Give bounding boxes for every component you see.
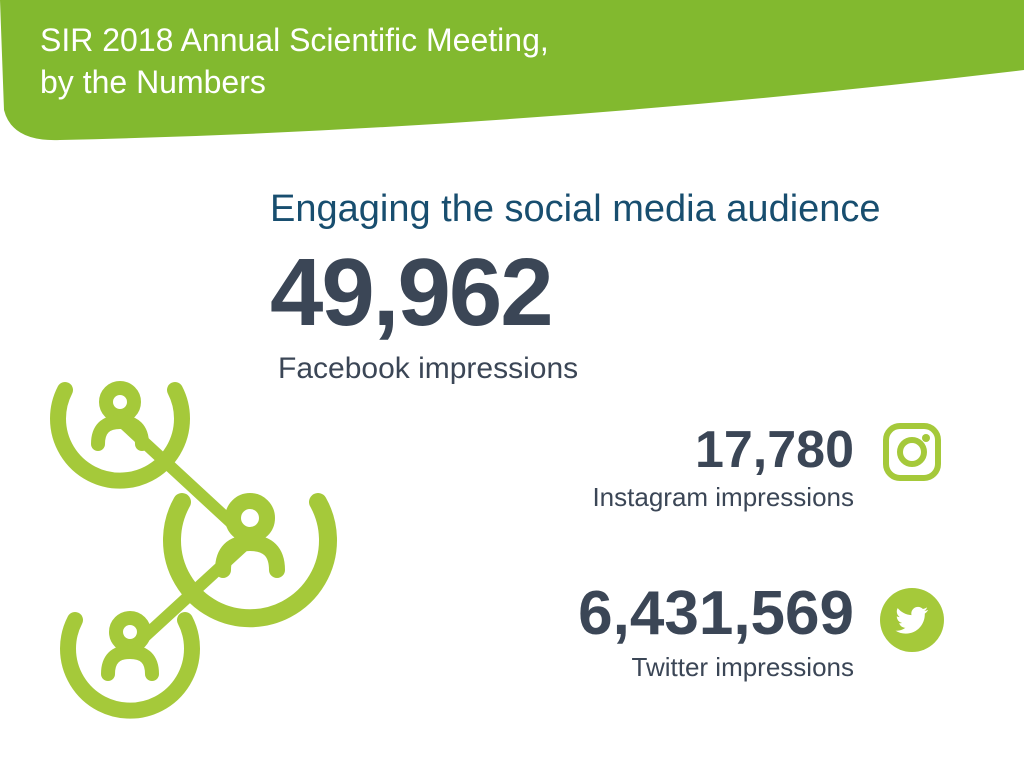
instagram-icon bbox=[880, 420, 944, 484]
banner-line1: SIR 2018 Annual Scientific Meeting, bbox=[40, 20, 549, 62]
social-network-icon bbox=[20, 320, 380, 720]
twitter-label: Twitter impressions bbox=[632, 652, 855, 683]
twitter-icon bbox=[880, 588, 944, 652]
subtitle: Engaging the social media audience bbox=[270, 188, 881, 231]
instagram-label: Instagram impressions bbox=[592, 482, 854, 513]
banner-line2: by the Numbers bbox=[40, 62, 549, 104]
instagram-value: 17,780 bbox=[695, 420, 854, 480]
twitter-value: 6,431,569 bbox=[578, 578, 854, 649]
header-banner: SIR 2018 Annual Scientific Meeting, by t… bbox=[0, 0, 1024, 170]
banner-title: SIR 2018 Annual Scientific Meeting, by t… bbox=[40, 20, 549, 103]
